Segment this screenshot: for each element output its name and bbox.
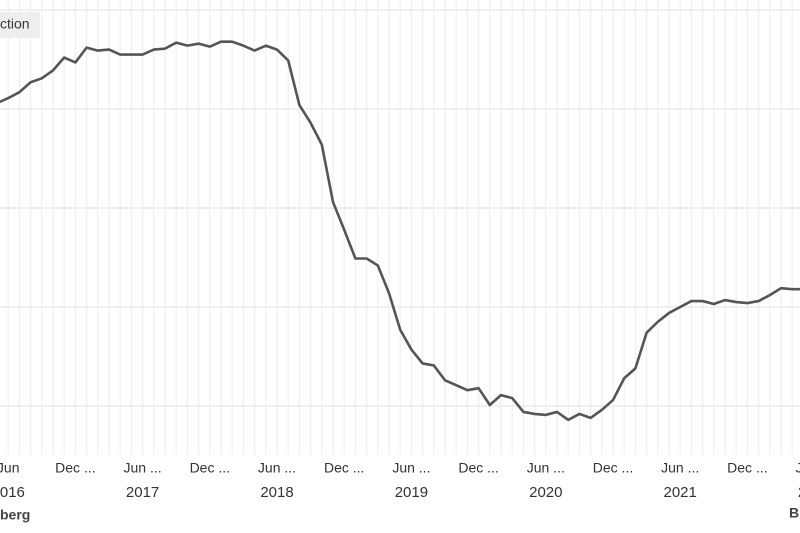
x-year-label: 2016 <box>0 484 25 501</box>
x-year-label: 2018 <box>260 484 293 501</box>
source-right: B <box>789 505 799 521</box>
x-tick-label: Dec ... <box>55 460 95 476</box>
legend-box <box>0 12 40 38</box>
x-year-label: 2021 <box>664 484 697 501</box>
x-tick-label: Jun ... <box>124 460 162 476</box>
plot: Jun 2016 Dec ... Jun ... 2017 Dec ... Jun ... 2… <box>0 0 800 501</box>
x-tick-label: Dec ... <box>324 460 364 476</box>
x-tick-label: Jun ... <box>392 460 430 476</box>
x-year-label: 2022 <box>798 484 800 501</box>
x-tick-label: Jun ... <box>796 460 800 476</box>
x-tick-label: Jun <box>0 460 19 476</box>
x-tick-label: Dec ... <box>458 460 498 476</box>
x-year-label: 2019 <box>395 484 428 501</box>
legend-label: ction <box>0 16 30 32</box>
x-tick-label: Dec ... <box>190 460 230 476</box>
x-tick-label: Jun ... <box>661 460 699 476</box>
x-tick-label: Dec ... <box>593 460 633 476</box>
line <box>0 40 800 422</box>
x-tick-label: Dec ... <box>727 460 767 476</box>
source: berg <box>0 507 30 523</box>
x-year-label: 2017 <box>126 484 159 501</box>
x-year-label: 2020 <box>529 484 562 501</box>
x-tick-label: Jun ... <box>527 460 565 476</box>
x-tick-label: Jun ... <box>258 460 296 476</box>
